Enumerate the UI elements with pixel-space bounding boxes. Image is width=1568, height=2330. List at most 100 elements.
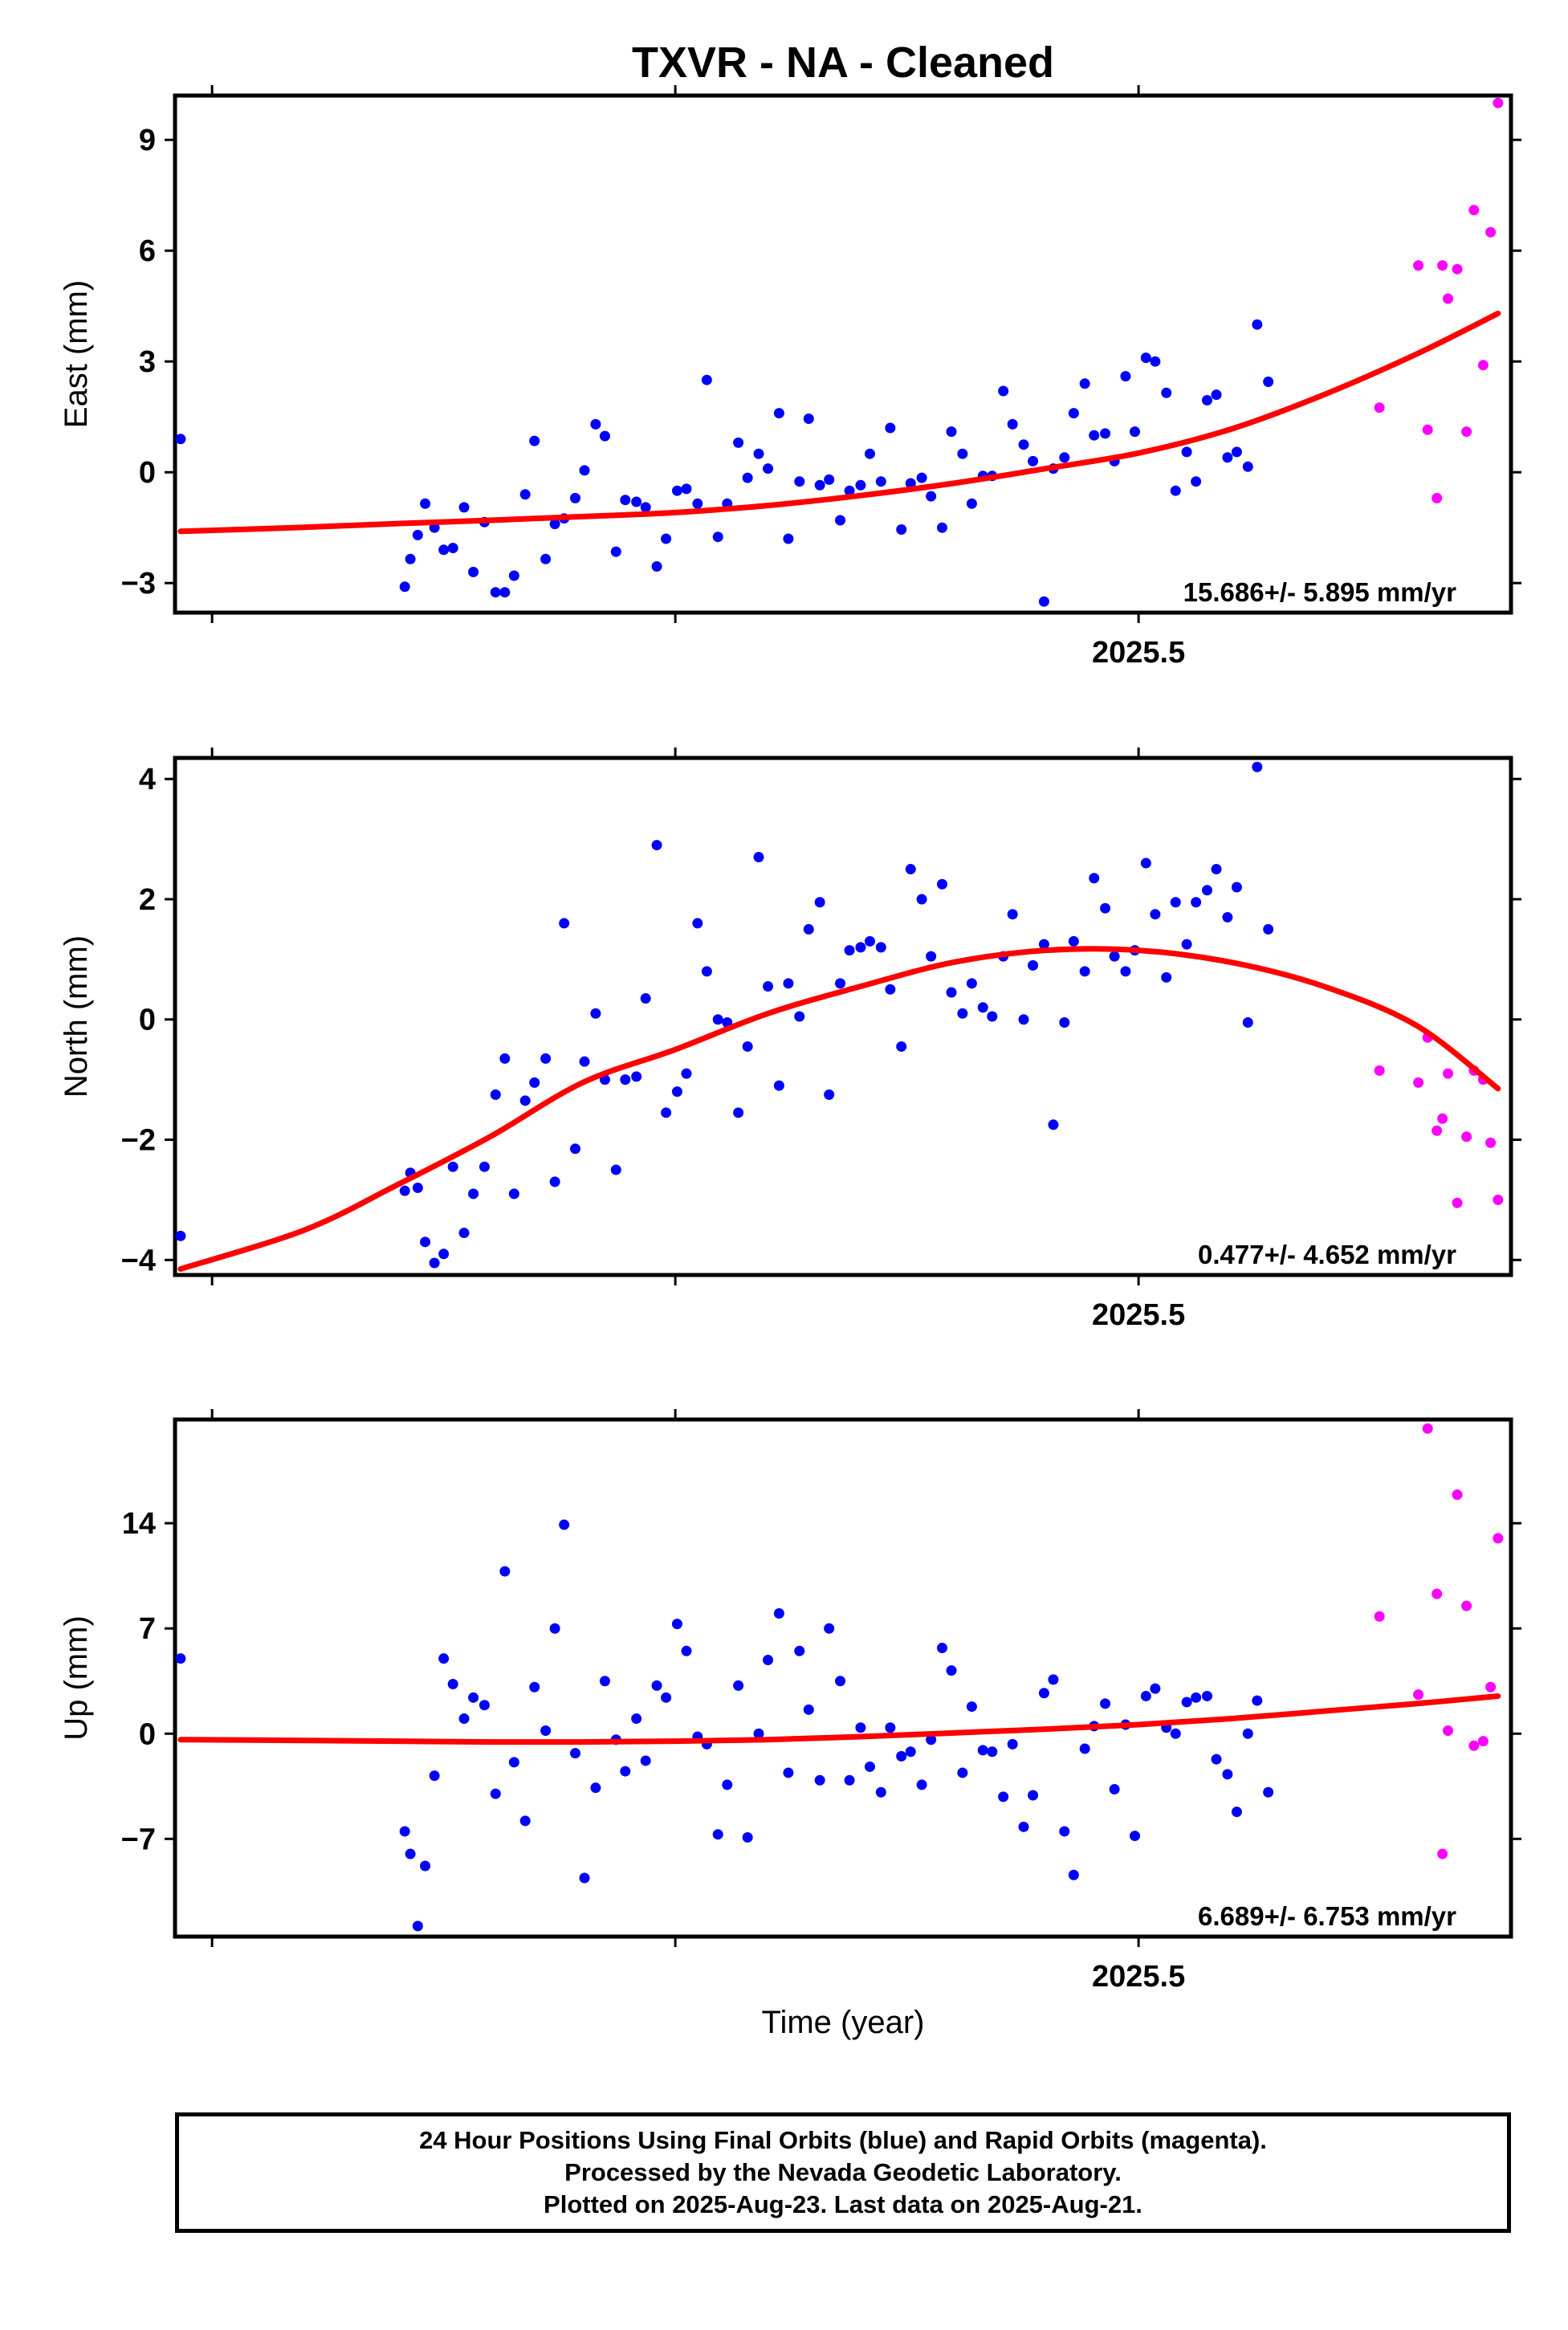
east-final-point bbox=[1211, 389, 1222, 401]
up-final-point bbox=[855, 1722, 866, 1733]
east-final-point bbox=[399, 581, 410, 593]
north-final-point bbox=[864, 935, 875, 947]
north-final-point bbox=[1202, 885, 1213, 896]
east-final-point bbox=[1252, 319, 1263, 330]
footer-line-2: Processed by the Nevada Geodetic Laborat… bbox=[564, 2158, 1122, 2186]
up-ytick-label: 7 bbox=[139, 1612, 156, 1646]
north-final-point bbox=[1059, 1016, 1070, 1028]
north-final-point bbox=[783, 978, 794, 989]
east-final-point bbox=[1068, 408, 1079, 419]
up-final-point bbox=[733, 1680, 744, 1691]
east-final-point bbox=[1038, 596, 1049, 607]
up-final-point bbox=[1191, 1692, 1202, 1703]
north-final-point bbox=[794, 1011, 805, 1022]
north-rapid-point bbox=[1485, 1137, 1497, 1148]
east-rapid-point bbox=[1432, 492, 1443, 503]
east-final-point bbox=[783, 533, 794, 544]
north-final-point bbox=[763, 981, 774, 992]
north-final-point bbox=[519, 1095, 531, 1106]
up-final-point bbox=[508, 1757, 519, 1768]
north-y-axis-label: North (mm) bbox=[59, 935, 94, 1098]
north-final-point bbox=[458, 1228, 470, 1239]
north-xtick-label: 2025.5 bbox=[1092, 1298, 1185, 1332]
east-rapid-point bbox=[1422, 424, 1433, 435]
north-final-point bbox=[490, 1089, 501, 1100]
up-final-point bbox=[1100, 1698, 1111, 1709]
north-final-point bbox=[712, 1014, 723, 1025]
up-final-point bbox=[885, 1722, 896, 1733]
east-final-point bbox=[620, 495, 631, 506]
up-rapid-point bbox=[1461, 1600, 1472, 1611]
east-final-point bbox=[875, 476, 886, 487]
up-final-point bbox=[661, 1692, 672, 1703]
east-final-point bbox=[540, 553, 552, 564]
up-final-point bbox=[671, 1619, 682, 1630]
east-xtick-label: 2025.5 bbox=[1092, 636, 1185, 670]
east-final-point bbox=[1018, 439, 1029, 450]
up-final-point bbox=[620, 1766, 631, 1777]
east-final-point bbox=[1059, 452, 1070, 463]
north-plot-area bbox=[175, 761, 1504, 1273]
up-final-point bbox=[1129, 1831, 1140, 1842]
east-final-point bbox=[458, 502, 470, 513]
east-final-point bbox=[508, 570, 519, 581]
north-final-point bbox=[1161, 972, 1172, 983]
north-final-point bbox=[1018, 1014, 1029, 1025]
north-final-point bbox=[661, 1107, 672, 1118]
up-final-point bbox=[1109, 1784, 1120, 1795]
north-final-point bbox=[773, 1080, 784, 1091]
north-final-point bbox=[977, 1002, 988, 1013]
east-rapid-point bbox=[1374, 402, 1385, 413]
east-final-point bbox=[885, 422, 896, 434]
east-ytick-label: 9 bbox=[139, 124, 156, 157]
east-final-point bbox=[733, 437, 744, 448]
east-final-point bbox=[905, 478, 916, 489]
up-rapid-point bbox=[1422, 1423, 1433, 1434]
up-ytick-label: 0 bbox=[139, 1717, 156, 1751]
east-final-point bbox=[447, 543, 458, 553]
north-final-point bbox=[936, 878, 947, 890]
east-final-point bbox=[916, 472, 927, 483]
up-final-point bbox=[987, 1746, 998, 1758]
up-final-point bbox=[599, 1676, 610, 1687]
up-final-point bbox=[1211, 1754, 1222, 1765]
up-final-point bbox=[1007, 1738, 1018, 1750]
east-final-point bbox=[966, 498, 977, 509]
east-final-point bbox=[1231, 446, 1242, 458]
up-final-point bbox=[1059, 1826, 1070, 1837]
chart-title: TXVR - NA - Cleaned bbox=[632, 39, 1054, 87]
north-rapid-point bbox=[1437, 1113, 1448, 1124]
up-final-point bbox=[896, 1750, 907, 1762]
north-final-point bbox=[429, 1257, 440, 1269]
east-fit-line bbox=[177, 310, 1501, 535]
east-final-point bbox=[1150, 356, 1161, 367]
up-final-point bbox=[957, 1767, 968, 1778]
up-final-point bbox=[814, 1774, 825, 1786]
up-rapid-point bbox=[1468, 1740, 1480, 1751]
east-rate-label: 15.686+/- 5.895 mm/yr bbox=[1183, 577, 1456, 607]
east-final-point bbox=[773, 408, 784, 419]
up-final-point bbox=[864, 1761, 875, 1772]
north-final-point bbox=[175, 1230, 186, 1241]
up-ytick-label: 14 bbox=[122, 1507, 156, 1541]
north-final-point bbox=[640, 993, 651, 1004]
north-final-point bbox=[559, 918, 570, 929]
north-final-point bbox=[399, 1185, 410, 1196]
north-final-point bbox=[499, 1053, 511, 1064]
north-final-point bbox=[844, 945, 855, 956]
north-final-point bbox=[1170, 897, 1181, 908]
east-final-point bbox=[1140, 352, 1151, 364]
north-final-point bbox=[701, 966, 712, 977]
east-final-point bbox=[631, 496, 642, 507]
up-final-point bbox=[783, 1767, 794, 1778]
east-ytick-label: −3 bbox=[121, 567, 156, 601]
north-ytick-label: 0 bbox=[139, 1004, 156, 1037]
east-final-point bbox=[1079, 378, 1090, 389]
up-rapid-point bbox=[1437, 1848, 1448, 1860]
north-final-point bbox=[1263, 923, 1274, 935]
up-final-point bbox=[681, 1645, 692, 1656]
up-final-point bbox=[916, 1779, 927, 1790]
north-final-point bbox=[1231, 882, 1242, 893]
up-final-point bbox=[722, 1779, 733, 1790]
east-final-point bbox=[803, 413, 814, 424]
